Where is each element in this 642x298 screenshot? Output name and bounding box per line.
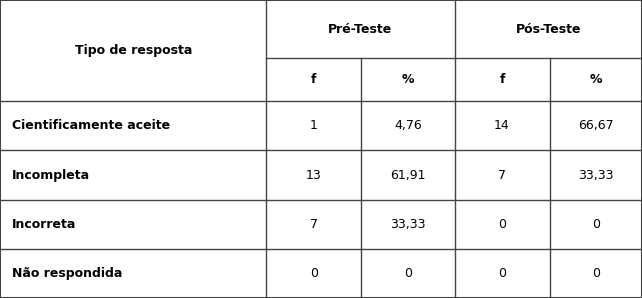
Text: f: f: [311, 73, 317, 86]
Text: 1: 1: [310, 119, 318, 132]
Text: 0: 0: [498, 267, 506, 280]
Text: 33,33: 33,33: [578, 169, 614, 181]
Text: 33,33: 33,33: [390, 218, 426, 231]
Text: 7: 7: [310, 218, 318, 231]
Text: 0: 0: [498, 218, 506, 231]
Text: Não respondida: Não respondida: [12, 267, 122, 280]
Text: 14: 14: [494, 119, 510, 132]
Text: 13: 13: [306, 169, 322, 181]
Text: Tipo de resposta: Tipo de resposta: [74, 44, 192, 57]
Text: 4,76: 4,76: [394, 119, 422, 132]
Text: Pós-Teste: Pós-Teste: [516, 23, 581, 35]
Text: 7: 7: [498, 169, 506, 181]
Text: Pré-Teste: Pré-Teste: [328, 23, 393, 35]
Text: f: f: [499, 73, 505, 86]
Text: Cientificamente aceite: Cientificamente aceite: [12, 119, 169, 132]
Text: 61,91: 61,91: [390, 169, 426, 181]
Text: 66,67: 66,67: [578, 119, 614, 132]
Text: 0: 0: [404, 267, 412, 280]
Text: Incorreta: Incorreta: [12, 218, 76, 231]
Text: Incompleta: Incompleta: [12, 169, 90, 181]
Text: %: %: [402, 73, 414, 86]
Text: 0: 0: [592, 267, 600, 280]
Text: 0: 0: [310, 267, 318, 280]
Text: %: %: [589, 73, 602, 86]
Text: 0: 0: [592, 218, 600, 231]
